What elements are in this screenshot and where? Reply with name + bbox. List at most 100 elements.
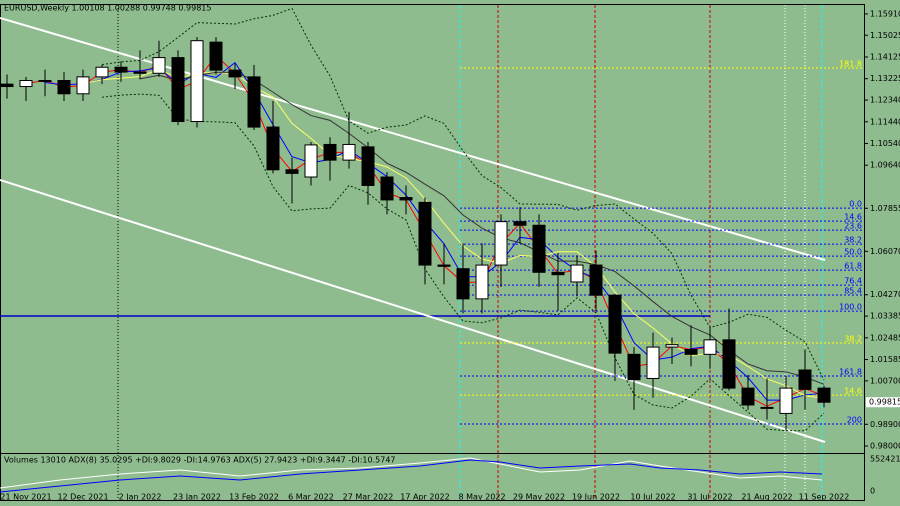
plot-frame bbox=[0, 4, 865, 501]
candle-body bbox=[475, 264, 489, 300]
x-tick-label: 19 Jun 2022 bbox=[572, 493, 620, 502]
y-tick-label: 1.01585 bbox=[870, 355, 900, 364]
moving-average bbox=[101, 93, 825, 432]
volume-tick-label: 0 bbox=[870, 487, 875, 496]
x-tick-label: 23 Jan 2022 bbox=[173, 493, 221, 502]
candle-body bbox=[171, 57, 185, 123]
candle-body bbox=[513, 221, 527, 226]
candle-body bbox=[456, 268, 470, 300]
candle-body bbox=[57, 80, 71, 95]
x-tick-label: 29 May 2022 bbox=[513, 493, 565, 502]
y-tick-label: 1.10540 bbox=[870, 139, 900, 148]
x-tick-label: 17 Apr 2022 bbox=[400, 493, 449, 502]
fib-label: 14.6 bbox=[844, 387, 862, 396]
fib-label: 14.6 bbox=[844, 213, 862, 222]
last-price-label: 0.99815 bbox=[869, 398, 900, 407]
fib-label: 38.2 bbox=[844, 236, 862, 245]
candle-body bbox=[361, 146, 375, 186]
candle-body bbox=[380, 176, 394, 201]
candle-body bbox=[323, 143, 337, 161]
candle-body bbox=[589, 264, 603, 296]
candle-body bbox=[285, 169, 299, 174]
moving-average bbox=[101, 7, 825, 381]
candle-body bbox=[38, 80, 52, 83]
candle-body bbox=[779, 387, 793, 414]
fib-label: 50.0 bbox=[844, 248, 862, 257]
di-line bbox=[0, 459, 823, 493]
y-tick-label: 0.98900 bbox=[870, 420, 900, 429]
y-tick-label: 1.09640 bbox=[870, 161, 900, 170]
x-tick-label: 31 Jul 2022 bbox=[687, 493, 732, 502]
volume-tick-label: 552421 bbox=[870, 455, 900, 464]
x-tick-label: 8 May 2022 bbox=[458, 493, 505, 502]
chart-title: EURUSD,Weekly 1.00108 1.00288 0.99748 0.… bbox=[4, 4, 211, 13]
candle-body bbox=[304, 144, 318, 178]
candle-body bbox=[437, 264, 451, 267]
indicator-label: Volumes 13010 ADX(8) 35.0295 +DI:9.8029 … bbox=[4, 456, 396, 465]
candle-body bbox=[0, 83, 14, 88]
candle-body bbox=[95, 66, 109, 78]
candle-body bbox=[798, 369, 812, 390]
y-tick-label: 1.12340 bbox=[870, 96, 900, 105]
candle-body bbox=[570, 264, 584, 283]
candle-body bbox=[342, 143, 356, 161]
candle-body bbox=[551, 271, 565, 276]
y-tick-label: 1.07855 bbox=[870, 204, 900, 213]
candle-body bbox=[494, 221, 508, 266]
x-tick-label: 27 Mar 2022 bbox=[343, 493, 394, 502]
fib-label: 161.8 bbox=[839, 368, 862, 377]
candle-body bbox=[190, 40, 204, 123]
fib-label: 200 bbox=[847, 416, 862, 425]
candles bbox=[0, 37, 831, 431]
candle-body bbox=[532, 224, 546, 273]
fib-label: 23.6 bbox=[844, 222, 862, 231]
candle-body bbox=[133, 71, 147, 74]
y-tick-label: 1.15025 bbox=[870, 31, 900, 40]
trend-line bbox=[0, 179, 826, 443]
fib-label: 61.8 bbox=[844, 262, 862, 271]
candle-body bbox=[703, 339, 717, 355]
y-tick-label: 1.03385 bbox=[870, 312, 900, 321]
y-tick-label: 1.11440 bbox=[870, 117, 900, 126]
candle-body bbox=[741, 387, 755, 406]
x-tick-label: 2 Jan 2022 bbox=[119, 493, 162, 502]
candle-body bbox=[399, 197, 413, 201]
y-tick-label: 0.98000 bbox=[870, 442, 900, 451]
candle-body bbox=[152, 57, 166, 74]
y-tick-label: 1.15910 bbox=[870, 9, 900, 18]
candle-body bbox=[646, 346, 660, 379]
moving-average bbox=[82, 68, 825, 399]
y-tick-label: 1.04270 bbox=[870, 290, 900, 299]
candle-body bbox=[266, 126, 280, 171]
last-price-box bbox=[866, 397, 900, 408]
y-tick-label: 1.00700 bbox=[870, 376, 900, 385]
candle-body bbox=[627, 353, 641, 381]
y-tick-label: 1.06070 bbox=[870, 247, 900, 256]
trend-line bbox=[0, 17, 826, 261]
price-axis: 1.15910 1.15025 1.14125 1.13225 1.12340 1.114… bbox=[0, 9, 900, 502]
candle-body bbox=[209, 41, 223, 71]
candle-body bbox=[114, 66, 128, 73]
x-tick-label: 21 Aug 2022 bbox=[741, 493, 792, 502]
x-tick-label: 13 Feb 2022 bbox=[229, 493, 279, 502]
candle-body bbox=[760, 406, 774, 409]
y-tick-label: 1.13225 bbox=[870, 74, 900, 83]
x-tick-label: 11 Sep 2022 bbox=[799, 493, 850, 502]
x-tick-label: 10 Jul 2022 bbox=[630, 493, 675, 502]
candle-body bbox=[684, 349, 698, 355]
candle-body bbox=[418, 201, 432, 266]
fib-label: 100.0 bbox=[839, 303, 862, 312]
candle-body bbox=[228, 69, 242, 78]
candle-body bbox=[76, 76, 90, 95]
fib-label: 38.2 bbox=[844, 334, 862, 343]
y-tick-label: 1.02485 bbox=[870, 333, 900, 342]
fib-label: 0.0 bbox=[849, 200, 862, 209]
candle-body bbox=[608, 294, 622, 354]
x-tick-label: 6 Mar 2022 bbox=[288, 493, 334, 502]
candle-body bbox=[722, 339, 736, 389]
fib-label: 76.4 bbox=[844, 277, 862, 286]
candle-body bbox=[817, 387, 831, 403]
